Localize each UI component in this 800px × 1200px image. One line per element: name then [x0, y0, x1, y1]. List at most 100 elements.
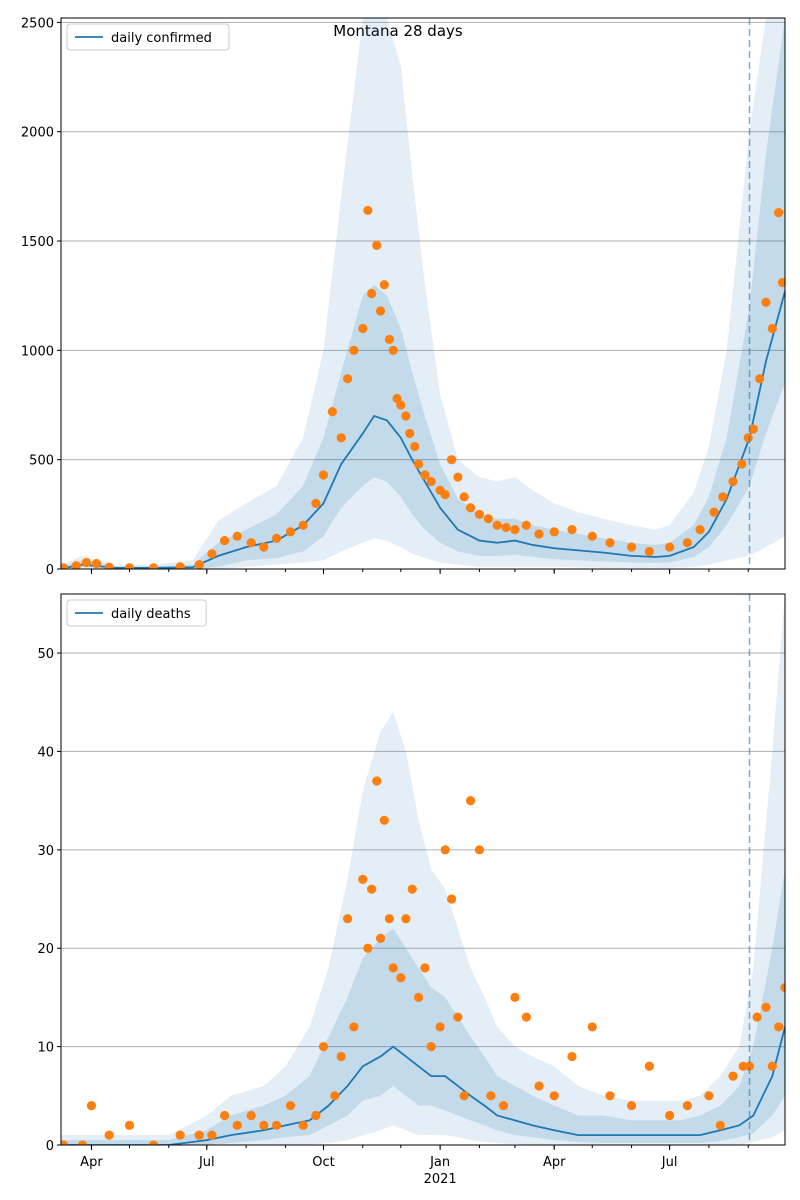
- observed-point: [761, 297, 771, 307]
- y-tick-label: 1000: [21, 344, 54, 359]
- x-tick-label: Oct: [312, 1155, 334, 1170]
- legend: daily confirmed: [66, 23, 230, 51]
- y-tick-label: 500: [29, 454, 54, 469]
- inner-interval-band: [61, 869, 785, 1145]
- observed-point: [358, 874, 368, 884]
- observed-point: [567, 1051, 577, 1062]
- observed-point: [194, 1130, 204, 1140]
- observed-point: [311, 498, 321, 509]
- y-tick-label: 10: [37, 1041, 54, 1056]
- legend-label: daily deaths: [111, 607, 191, 622]
- observed-point: [61, 563, 69, 569]
- outer-interval-band: [61, 594, 785, 1145]
- observed-point: [474, 509, 485, 519]
- observed-point: [375, 933, 386, 943]
- observed-point: [349, 345, 359, 355]
- observed-point: [219, 1110, 230, 1121]
- x-tick-label: Jul: [661, 1155, 678, 1170]
- observed-point: [752, 1012, 762, 1022]
- observed-point: [728, 1071, 738, 1081]
- observed-point: [510, 992, 520, 1003]
- observed-point: [774, 1022, 784, 1032]
- observed-point: [396, 973, 406, 983]
- x-tick-label: Jul: [198, 1155, 215, 1170]
- observed-point: [246, 1110, 256, 1121]
- observed-point: [207, 549, 217, 559]
- observed-point: [259, 1120, 269, 1130]
- observed-point: [194, 560, 204, 569]
- observed-point: [124, 1120, 135, 1130]
- observed-point: [175, 562, 185, 569]
- observed-point: [774, 207, 784, 218]
- x-tick-label: Apr: [543, 1155, 566, 1170]
- observed-point: [388, 345, 398, 355]
- observed-point: [626, 542, 637, 552]
- observed-point: [271, 1120, 282, 1130]
- observed-point: [401, 411, 411, 421]
- series-line: [61, 291, 785, 569]
- legend-box: [66, 23, 230, 51]
- observed-point: [349, 1022, 359, 1032]
- observed-point: [271, 533, 282, 543]
- observed-point: [246, 538, 256, 548]
- observed-point: [738, 1061, 748, 1071]
- observed-point: [737, 459, 747, 469]
- observed-point: [413, 992, 424, 1003]
- observed-point: [767, 323, 777, 334]
- series-line: [61, 1026, 785, 1145]
- observed-point: [367, 288, 377, 299]
- observed-point: [474, 845, 485, 855]
- observed-point: [743, 433, 753, 443]
- observed-point: [718, 492, 728, 502]
- y-tick-label: 1500: [21, 235, 54, 250]
- observed-point: [232, 531, 242, 541]
- observed-point: [761, 1002, 771, 1012]
- observed-point: [91, 558, 102, 569]
- observed-point: [401, 914, 411, 924]
- observed-point: [71, 561, 81, 569]
- observed-point: [336, 1051, 346, 1062]
- legend: daily deaths: [66, 599, 207, 627]
- observed-point: [86, 1101, 97, 1111]
- observed-point: [388, 963, 398, 973]
- observed-point: [465, 503, 476, 513]
- observed-point: [549, 1091, 559, 1101]
- observed-point: [435, 1022, 445, 1032]
- observed-point: [755, 374, 765, 384]
- observed-point: [148, 563, 159, 569]
- y-tick-label: 50: [37, 647, 54, 662]
- observed-point: [342, 914, 353, 924]
- observed-point: [704, 1091, 714, 1101]
- observed-point: [510, 525, 520, 535]
- observed-point: [410, 441, 420, 452]
- observed-point: [207, 1130, 217, 1140]
- observed-point: [728, 476, 738, 487]
- observed-point: [407, 884, 417, 894]
- x-tick-label: Jan: [429, 1155, 450, 1170]
- observed-point: [695, 525, 705, 535]
- chart-title: Montana 28 days: [333, 22, 463, 40]
- observed-point: [777, 277, 785, 288]
- observed-point: [379, 815, 389, 825]
- observed-point: [363, 943, 373, 953]
- observed-point: [298, 520, 308, 530]
- observed-point: [77, 1140, 88, 1145]
- observed-point: [587, 531, 597, 541]
- outer-interval-band: [61, 18, 785, 569]
- observed-point: [384, 914, 394, 924]
- observed-point: [81, 557, 91, 568]
- observed-point: [644, 546, 654, 557]
- observed-point: [426, 1042, 436, 1052]
- observed-point: [501, 522, 511, 533]
- observed-point: [104, 1130, 114, 1140]
- observed-point: [465, 796, 476, 806]
- legend-box: [66, 599, 207, 627]
- observed-point: [175, 1130, 185, 1140]
- plot-area: [61, 18, 785, 569]
- observed-point: [219, 535, 230, 546]
- observed-point: [665, 1110, 675, 1121]
- x-year-label: 2021: [424, 1172, 457, 1187]
- observed-point: [446, 894, 457, 904]
- observed-point: [492, 520, 502, 530]
- observed-point: [459, 492, 469, 502]
